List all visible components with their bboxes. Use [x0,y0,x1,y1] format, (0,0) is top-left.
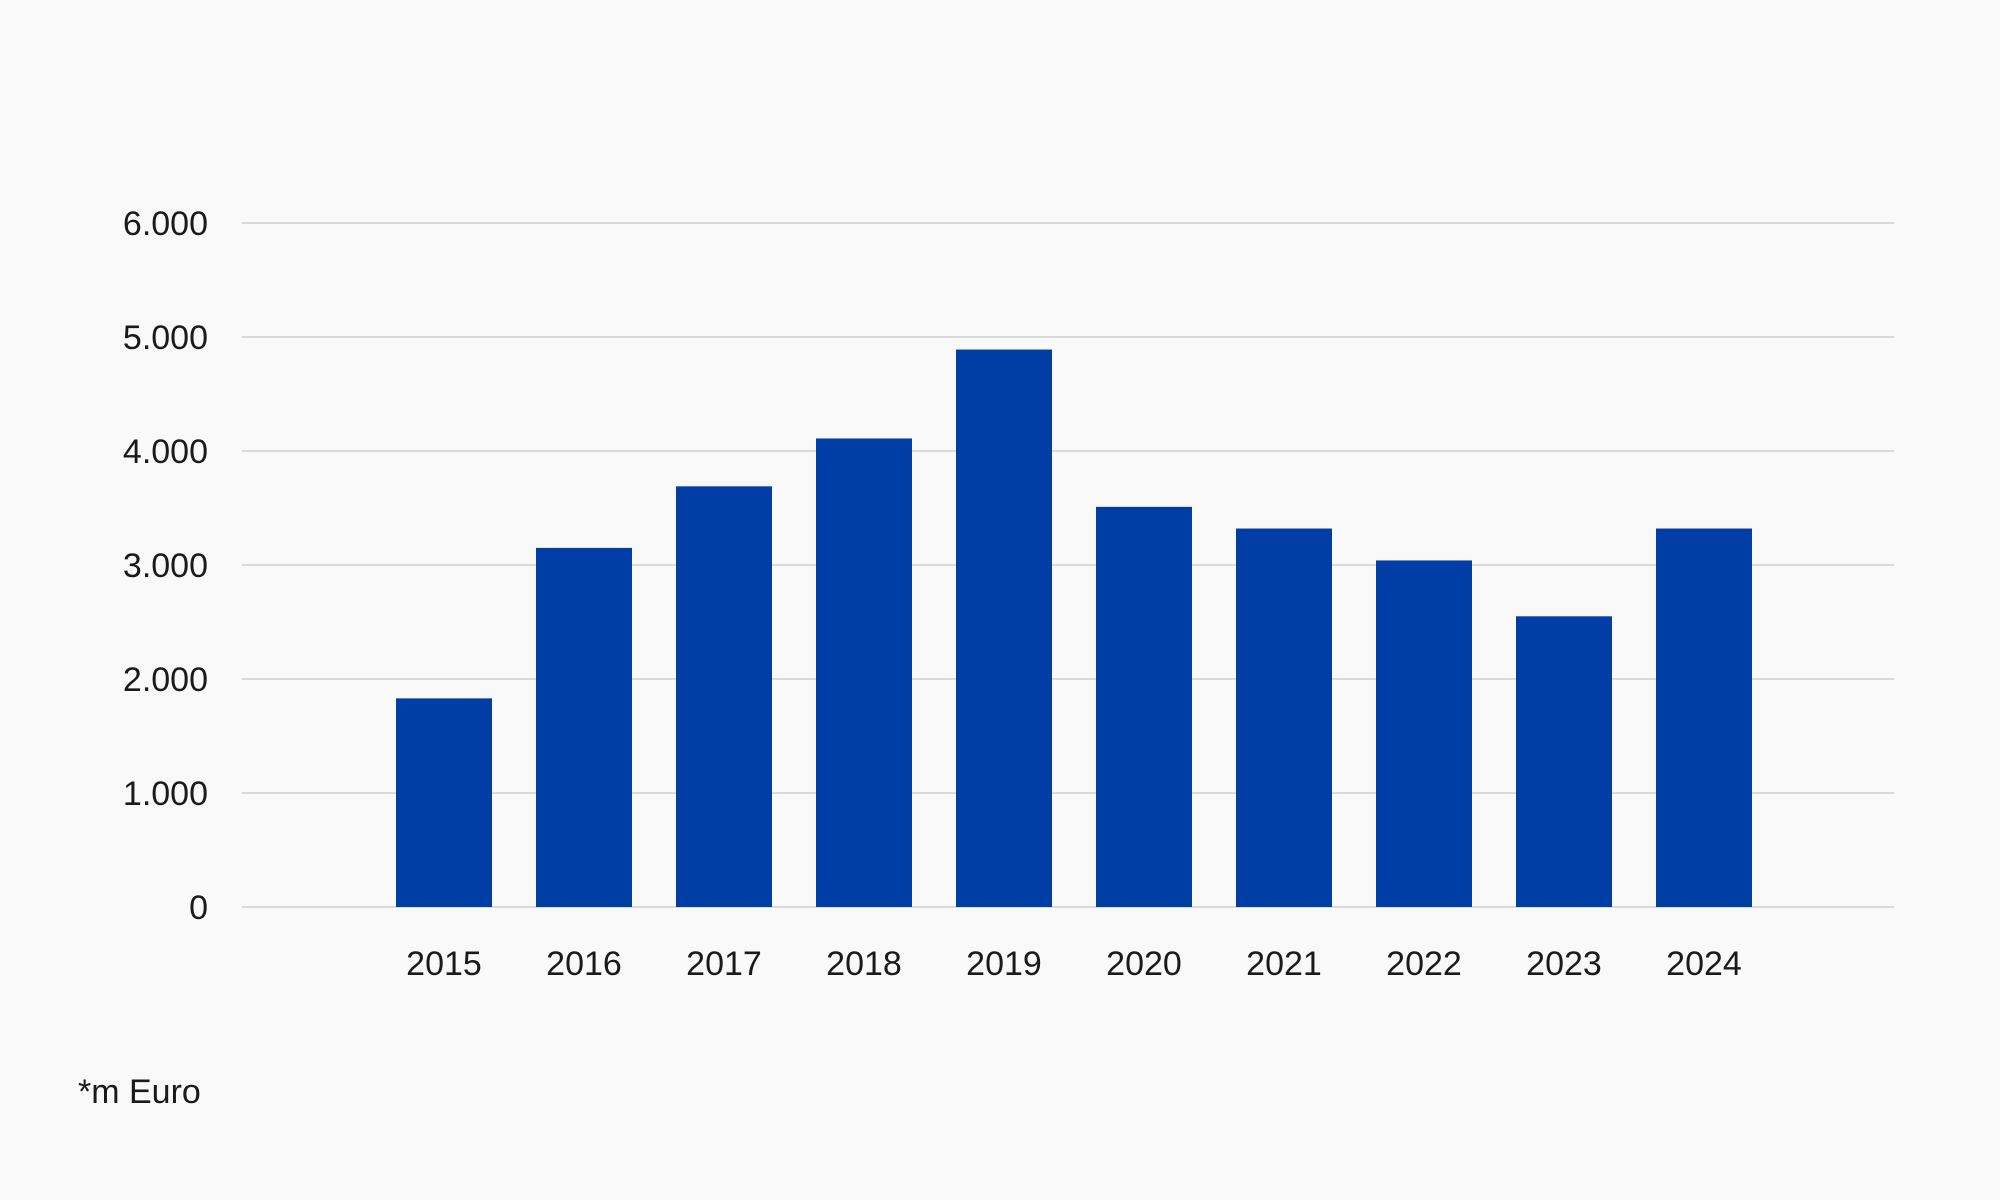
bars [396,349,1752,907]
bar-2017 [676,486,772,907]
x-tick-label: 2020 [1106,945,1182,983]
x-axis-tick-labels: 2015 2016 2017 2018 2019 2020 2021 2022 2023 2024 [406,945,1742,983]
unit-note: *m Euro [78,1073,201,1111]
y-tick-label: 0 [189,889,208,927]
x-tick-label: 2022 [1386,945,1462,983]
x-tick-label: 2021 [1246,945,1322,983]
y-tick-label: 5.000 [123,319,208,357]
x-tick-label: 2015 [406,945,482,983]
y-tick-label: 4.000 [123,433,208,471]
bar-2015 [396,698,492,907]
y-tick-label: 1.000 [123,775,208,813]
x-tick-label: 2016 [546,945,622,983]
bar-2023 [1516,616,1612,907]
bar-2021 [1236,528,1332,907]
bar-2016 [536,547,632,907]
y-axis-tick-labels: 0 1.000 2.000 3.000 4.000 5.000 6.000 [123,205,208,927]
bar-2020 [1096,506,1192,907]
x-tick-label: 2023 [1526,945,1602,983]
y-tick-label: 2.000 [123,661,208,699]
bar-2024 [1656,528,1752,907]
bar-2018 [816,438,912,907]
bar-2019 [956,349,1052,907]
y-tick-label: 6.000 [123,205,208,243]
bar-2022 [1376,560,1472,907]
y-tick-label: 3.000 [123,547,208,585]
x-tick-label: 2019 [966,945,1042,983]
x-tick-label: 2024 [1666,945,1742,983]
x-tick-label: 2018 [826,945,902,983]
gridlines [242,222,1894,908]
x-tick-label: 2017 [686,945,762,983]
